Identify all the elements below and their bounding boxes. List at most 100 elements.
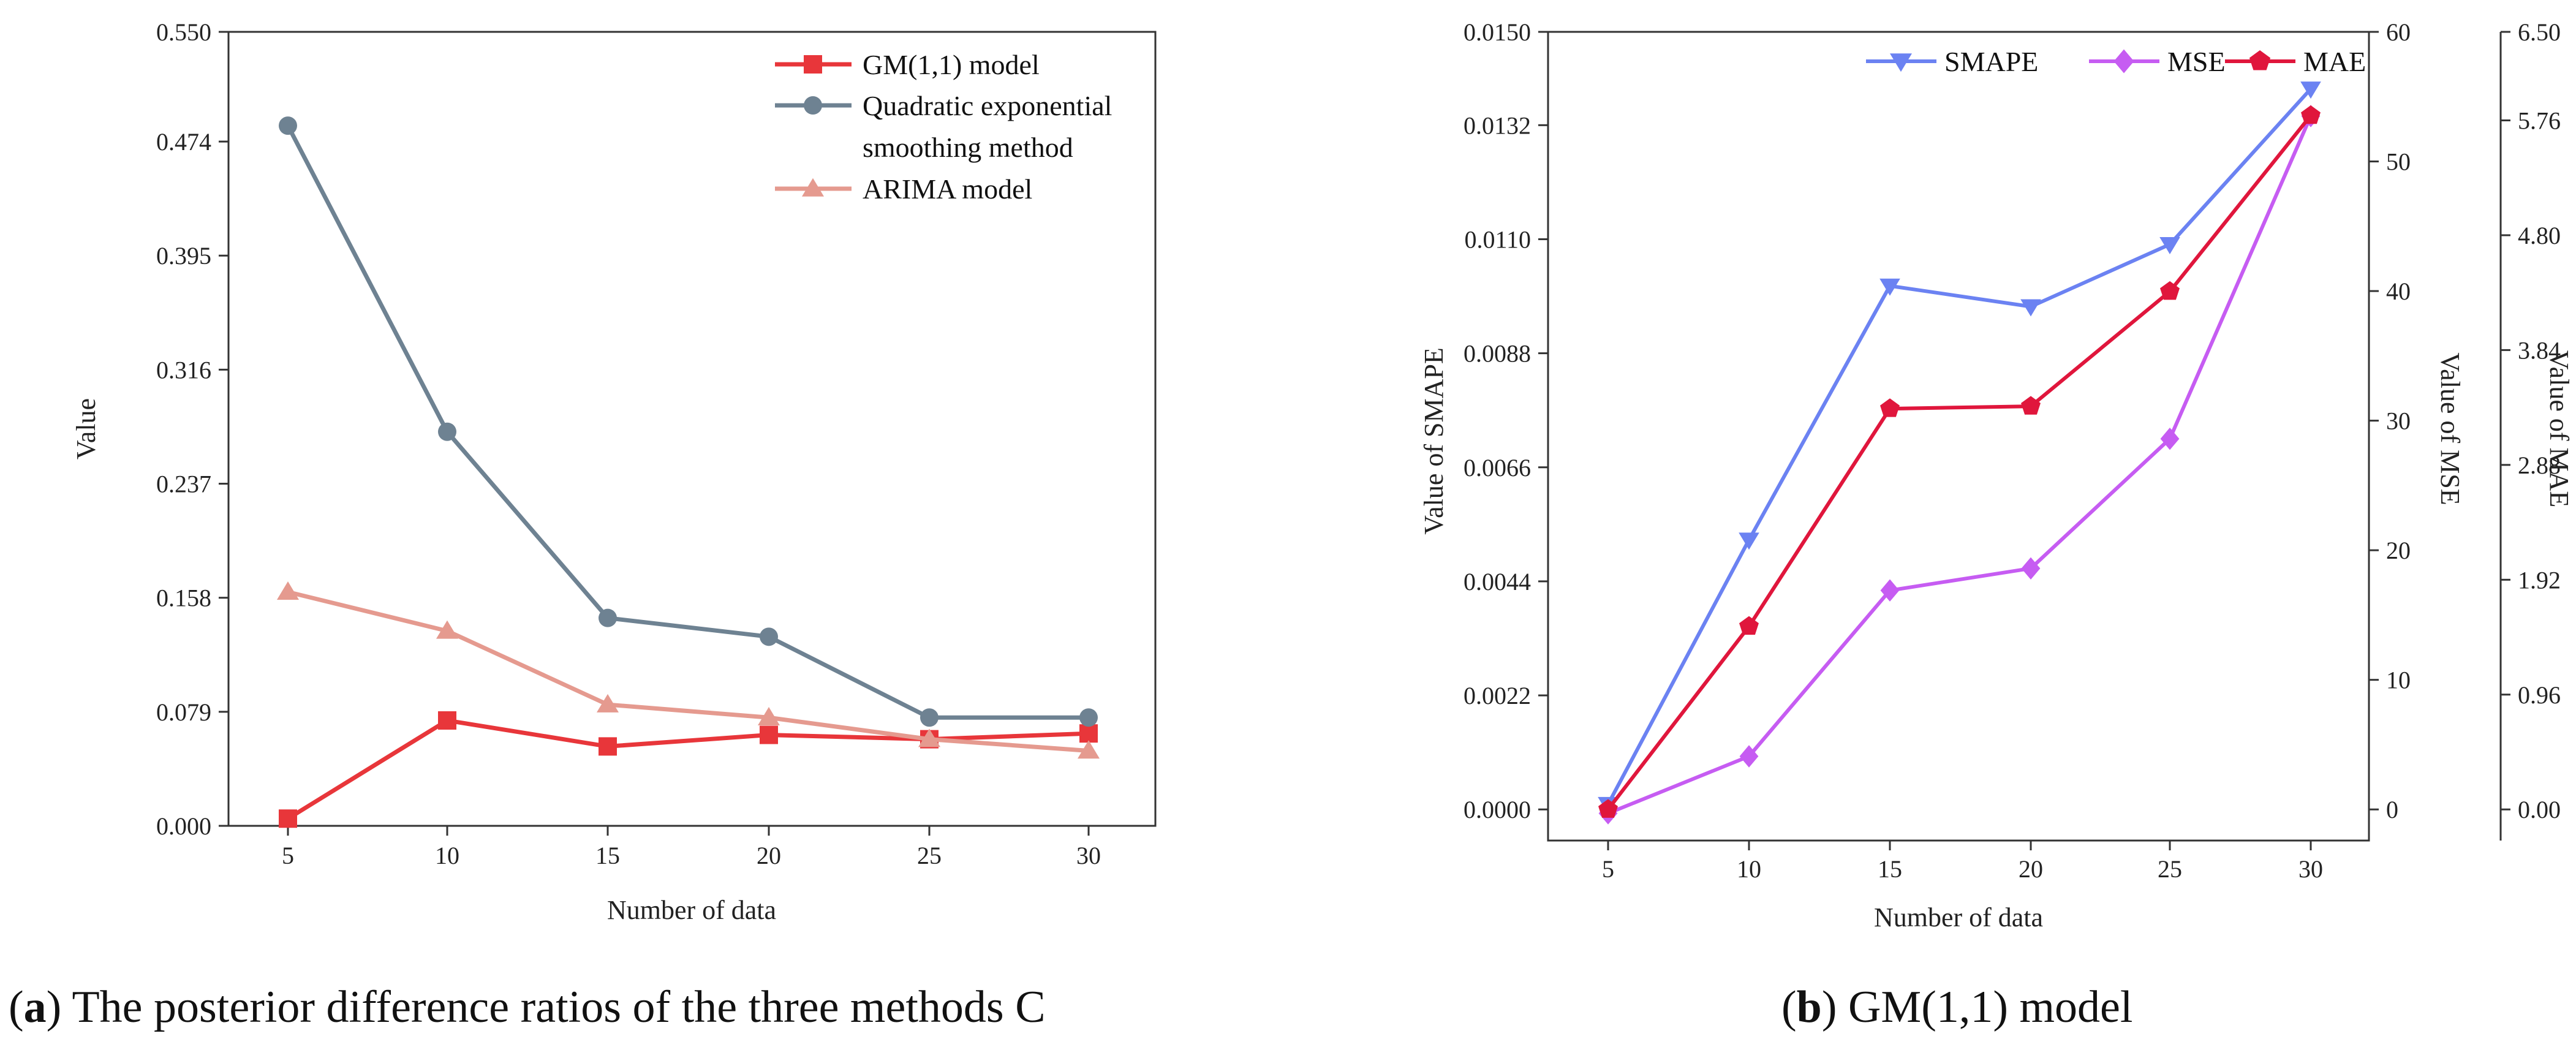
chart-a-point-qes xyxy=(760,627,778,646)
chart-b-ytick-label-smape: 0.0132 xyxy=(1464,112,1531,139)
chart-a-legend-label-gm: GM(1,1) model xyxy=(863,49,1040,80)
chart-b-ytick-label-smape: 0.0044 xyxy=(1464,568,1531,595)
chart-b-legend-label-mse: MSE xyxy=(2167,46,2226,77)
chart-a-ytick-label: 0.474 xyxy=(156,128,211,156)
chart-b-ylabel-mae: Value of MAE xyxy=(2544,350,2574,508)
chart-b-legend-label-smape: SMAPE xyxy=(1944,46,2038,77)
chart-a-xtick-label: 30 xyxy=(1076,842,1101,869)
chart-b-point-smape xyxy=(2300,81,2321,99)
chart-b-legend-marker-mse xyxy=(2113,49,2134,74)
chart-b-ytick-label-mae: 6.50 xyxy=(2518,18,2561,46)
chart-a-point-gm xyxy=(438,711,456,730)
chart-a-ytick-label: 0.158 xyxy=(156,584,211,612)
chart-b-xlabel: Number of data xyxy=(1874,902,2043,932)
chart-a-legend-label-qes: smoothing method xyxy=(863,132,1073,163)
chart-a-ytick-label: 0.000 xyxy=(156,812,211,840)
chart-a: 0.000 0.079 0.158 0.237 0.316 0.395 0.474 0.550… xyxy=(71,18,1157,925)
chart-a-point-arima xyxy=(1078,740,1100,759)
chart-a-ytick-label: 0.237 xyxy=(156,471,211,498)
chart-b-point-mse xyxy=(1880,579,1900,602)
chart-b-legend-marker-mae xyxy=(2249,50,2271,70)
chart-a-legend-marker-qes xyxy=(804,96,822,115)
chart-a-ytick-label: 0.316 xyxy=(156,356,211,384)
chart-a-point-qes xyxy=(599,608,617,627)
chart-b-point-mae xyxy=(1739,616,1759,635)
chart-b-legend: SMAPE MSE MAE xyxy=(1866,46,2366,77)
chart-a-point-gm xyxy=(760,725,778,744)
chart-a-point-gm xyxy=(599,737,617,756)
chart-a-point-gm xyxy=(279,809,297,828)
chart-a-legend: GM(1,1) model Quadratic exponential smooth… xyxy=(775,49,1112,205)
chart-a-xtick-label: 20 xyxy=(757,842,781,869)
chart-b-ylabel-mse: Value of MSE xyxy=(2435,352,2465,505)
chart-b-ytick-label-mse: 20 xyxy=(2386,537,2411,564)
chart-b-ytick-label-smape: 0.0022 xyxy=(1464,682,1531,709)
chart-b-legend-marker-smape xyxy=(1890,53,1912,72)
chart-b-ytick-label-smape: 0.0000 xyxy=(1464,796,1531,823)
chart-a-point-arima xyxy=(597,694,619,712)
chart-a-line-gm xyxy=(287,718,1089,821)
chart-b-point-mae xyxy=(2160,281,2180,300)
chart-b-point-smape xyxy=(2159,237,2180,255)
chart-a-point-qes xyxy=(920,708,939,727)
chart-a-xtick-label: 15 xyxy=(595,842,620,869)
chart-b: 0.0000 0.0022 0.0044 0.0066 0.0088 0.0110 0.01… xyxy=(1419,18,2574,932)
chart-b-xtick-label: 25 xyxy=(2158,855,2182,883)
chart-b-ytick-label-mae: 2.88 xyxy=(2518,452,2561,479)
chart-b-ytick-label-mse: 50 xyxy=(2386,148,2411,176)
chart-b-point-mae xyxy=(2301,105,2321,124)
chart-a-point-arima xyxy=(277,581,299,600)
chart-b-ytick-label-mse: 0 xyxy=(2386,796,2398,823)
chart-b-ytick-label-mae: 0.00 xyxy=(2518,796,2561,823)
chart-b-ytick-label-smape: 0.0150 xyxy=(1464,18,1531,46)
chart-a-ytick-label: 0.079 xyxy=(156,698,211,726)
chart-a-ylabel: Value xyxy=(71,398,101,459)
chart-b-line-smape xyxy=(1606,88,2313,806)
chart-b-point-mse xyxy=(1739,745,1759,768)
chart-b-point-mae xyxy=(1598,799,1618,818)
chart-a-point-arima xyxy=(758,707,780,726)
chart-a-xtick-label: 10 xyxy=(435,842,459,869)
chart-b-ytick-label-smape: 0.0110 xyxy=(1464,225,1531,253)
chart-b-ytick-label-mse: 40 xyxy=(2386,278,2411,305)
chart-b-point-smape xyxy=(1739,532,1759,550)
chart-a-legend-marker-gm xyxy=(804,55,822,74)
chart-b-ytick-label-smape: 0.0066 xyxy=(1464,454,1531,482)
chart-a-legend-label-arima: ARIMA model xyxy=(863,173,1032,205)
chart-b-ytick-label-mae: 3.84 xyxy=(2518,336,2561,364)
chart-b-legend-label-mae: MAE xyxy=(2303,46,2366,77)
chart-b-xtick-label: 30 xyxy=(2298,855,2323,883)
chart-b-ytick-label-smape: 0.0088 xyxy=(1464,340,1531,368)
chart-a-point-arima xyxy=(918,728,940,747)
chart-a-legend-marker-arima xyxy=(802,178,824,197)
chart-b-ytick-label-mse: 30 xyxy=(2386,407,2411,435)
caption-a: (a) The posterior difference ratios of t… xyxy=(9,982,1046,1032)
chart-b-point-smape xyxy=(1879,278,1900,296)
chart-b-ytick-label-mae: 5.76 xyxy=(2518,107,2561,134)
chart-b-xtick-label: 10 xyxy=(1737,855,1761,883)
chart-b-point-mae xyxy=(1880,398,1900,417)
chart-a-point-qes xyxy=(1079,708,1098,727)
chart-a-xlabel: Number of data xyxy=(607,895,776,925)
chart-b-point-mse xyxy=(2021,557,2041,580)
chart-b-ytick-label-mae: 4.80 xyxy=(2518,222,2561,249)
chart-b-line-mae xyxy=(1606,114,2313,811)
chart-b-xtick-label: 20 xyxy=(2019,855,2043,883)
chart-b-point-mae xyxy=(2021,396,2041,415)
chart-a-line-qes xyxy=(285,124,1089,720)
chart-a-legend-label-qes: Quadratic exponential xyxy=(863,90,1112,121)
chart-b-point-mse xyxy=(2160,428,2180,450)
chart-a-point-qes xyxy=(279,116,297,135)
caption-b: (b) GM(1,1) model xyxy=(1781,982,2132,1032)
chart-a-point-gm xyxy=(1079,724,1098,743)
chart-a-point-arima xyxy=(436,620,458,639)
chart-a-plot-frame xyxy=(227,31,1157,827)
chart-b-ytick-label-mae: 1.92 xyxy=(2518,566,2561,594)
chart-b-ytick-label-mse: 60 xyxy=(2386,18,2411,46)
chart-a-point-qes xyxy=(438,422,456,441)
chart-b-xtick-label: 15 xyxy=(1878,855,1902,883)
chart-a-xtick-label: 25 xyxy=(917,842,942,869)
chart-b-ytick-label-mse: 10 xyxy=(2386,667,2411,694)
chart-a-xtick-label: 5 xyxy=(282,842,294,869)
